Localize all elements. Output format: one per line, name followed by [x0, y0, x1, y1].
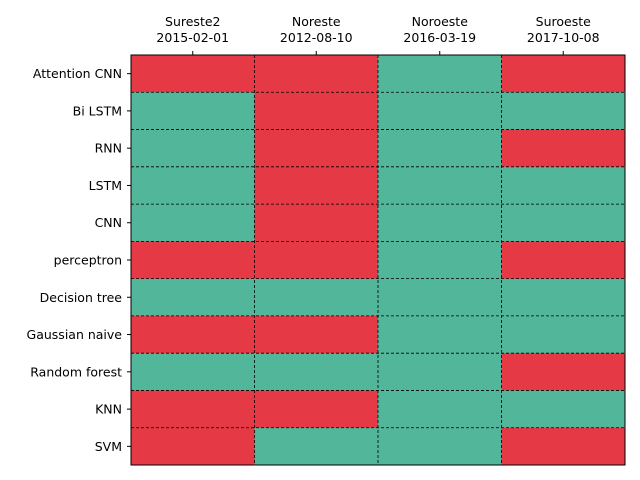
heatmap-cell: [131, 278, 255, 317]
heatmap-cell: [254, 353, 379, 391]
heatmap-cell: [501, 92, 626, 131]
heatmap-cell: [378, 129, 502, 168]
heatmap-cell: [501, 166, 626, 205]
heatmap-cell: [501, 204, 626, 242]
heatmap-cell: [378, 278, 502, 317]
heatmap-cell: [131, 241, 255, 280]
heatmap-cell: [378, 55, 502, 93]
x-tick-label-date: 2015-02-01: [156, 30, 229, 45]
heatmap-cell: [378, 353, 502, 391]
y-tick-label: LSTM: [89, 178, 122, 193]
heatmap-cell: [501, 278, 626, 317]
x-tick-label-name: Noreste: [292, 14, 341, 29]
x-tick-label-name: Noroeste: [412, 14, 469, 29]
y-tick-label: KNN: [95, 402, 122, 417]
x-tick-label-name: Suroeste: [536, 14, 591, 29]
heatmap-cell: [131, 55, 255, 93]
heatmap-cell: [131, 92, 255, 131]
heatmap-cell: [501, 241, 626, 280]
heatmap-cell: [378, 390, 502, 429]
heatmap-cell: [254, 390, 379, 429]
y-tick-label: Decision tree: [40, 290, 123, 305]
x-tick-label-name: Sureste2: [165, 14, 220, 29]
y-tick-label: perceptron: [54, 253, 122, 268]
y-tick-label: RNN: [95, 141, 122, 156]
heatmap-cell: [131, 390, 255, 429]
heatmap-cell: [254, 204, 379, 242]
y-axis-ticks: Attention CNN Bi LSTM RNN LSTM CNN perceptron…: [27, 66, 131, 454]
heatmap-cell: [254, 129, 379, 168]
heatmap-cell: [254, 241, 379, 280]
heatmap-cell: [378, 241, 502, 280]
heatmap-cell: [131, 204, 255, 242]
y-tick-label: Bi LSTM: [73, 103, 122, 118]
heatmap-cell: [131, 166, 255, 205]
x-tick-label-date: 2017-10-08: [527, 30, 600, 45]
y-tick-label: Random forest: [30, 364, 122, 379]
heatmap-cell: [378, 92, 502, 131]
heatmap-cell: [131, 353, 255, 391]
grid-lines: [131, 55, 625, 465]
y-tick-label: SVM: [95, 439, 122, 454]
y-tick-label: Gaussian naive: [27, 327, 123, 342]
heatmap-cell: [501, 315, 626, 354]
y-tick-label: Attention CNN: [33, 66, 122, 81]
heatmap-cell: [501, 129, 626, 168]
heatmap-cell: [501, 353, 626, 391]
heatmap-cell: [501, 427, 626, 466]
heatmap-cell: [254, 278, 379, 317]
heatmap-cell: [254, 315, 379, 354]
heatmap-cell: [501, 55, 626, 93]
heatmap-cell: [131, 129, 255, 168]
heatmap-cell: [378, 166, 502, 205]
y-tick-label: CNN: [95, 215, 122, 230]
heatmap-cell: [501, 390, 626, 429]
heatmap-cell: [254, 427, 379, 466]
heatmap-cell: [378, 427, 502, 466]
heatmap-cell: [131, 315, 255, 354]
heatmap-cell: [131, 427, 255, 466]
heatmap-cell: [378, 204, 502, 242]
heatmap-cell: [254, 92, 379, 131]
heatmap-cells: [131, 55, 626, 466]
heatmap-cell: [254, 166, 379, 205]
heatmap-cell: [378, 315, 502, 354]
x-tick-label-date: 2016-03-19: [403, 30, 476, 45]
x-tick-label-date: 2012-08-10: [280, 30, 353, 45]
heatmap-cell: [254, 55, 379, 93]
